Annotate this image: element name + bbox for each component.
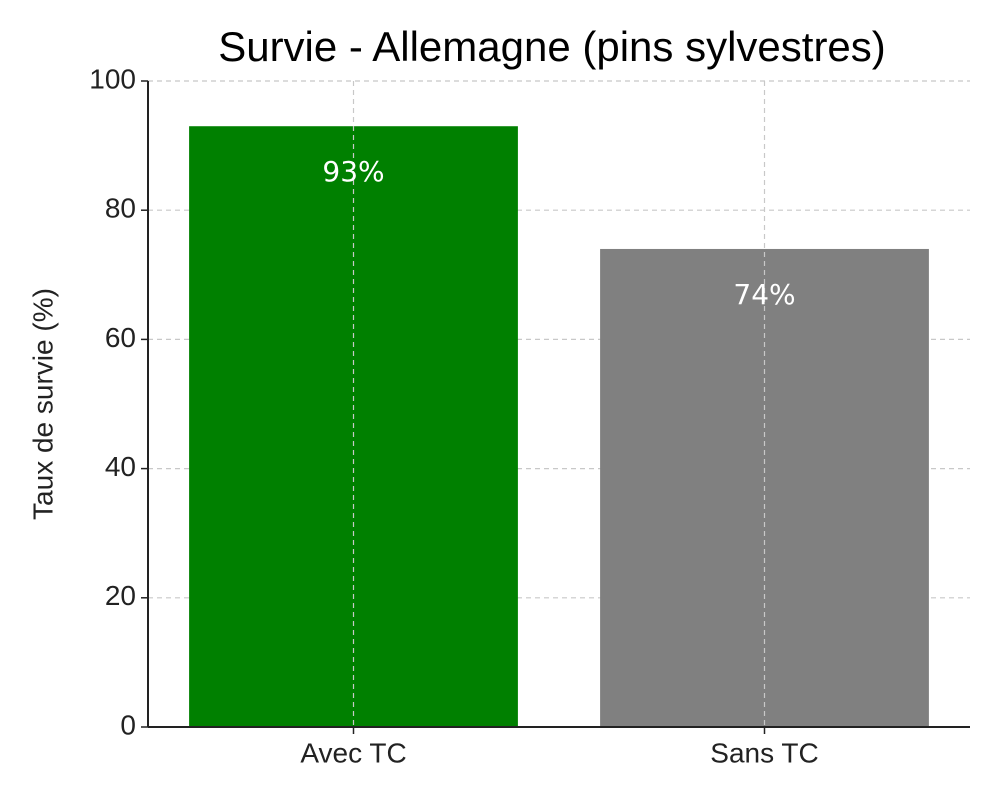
- y-tick-label: 100: [89, 63, 136, 94]
- y-tick-label: 40: [105, 451, 136, 482]
- chart-title: Survie - Allemagne (pins sylvestres): [218, 23, 886, 70]
- x-tick-label: Sans TC: [710, 737, 818, 768]
- x-tick-label: Avec TC: [300, 737, 406, 768]
- y-axis-label: Taux de survie (%): [27, 288, 58, 520]
- y-tick-label: 60: [105, 322, 136, 353]
- y-tick-label: 80: [105, 193, 136, 224]
- y-tick-label: 0: [120, 709, 136, 740]
- value-label: 93%: [322, 155, 384, 188]
- value-label: 74%: [733, 278, 795, 311]
- y-tick-label: 20: [105, 580, 136, 611]
